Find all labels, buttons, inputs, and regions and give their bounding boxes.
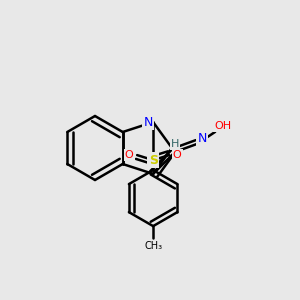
Text: OH: OH bbox=[214, 121, 232, 131]
Text: O: O bbox=[173, 150, 182, 160]
Text: H: H bbox=[171, 139, 179, 149]
Text: O: O bbox=[125, 150, 134, 160]
Text: CH₃: CH₃ bbox=[144, 241, 162, 251]
Text: N: N bbox=[143, 116, 153, 129]
Text: S: S bbox=[148, 154, 158, 166]
Text: N: N bbox=[197, 132, 207, 146]
